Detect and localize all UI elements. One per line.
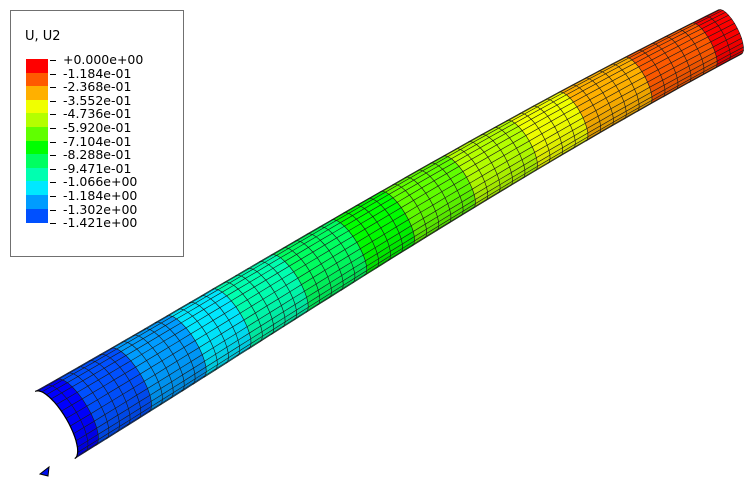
- tube-end-edge: [34, 390, 79, 460]
- legend-tick: [50, 128, 56, 129]
- legend-tick: [50, 60, 56, 61]
- legend-label: -9.471e-01: [63, 160, 132, 176]
- legend-swatch: [26, 59, 48, 74]
- legend-swatch: [26, 208, 48, 223]
- legend-label: -8.288e-01: [63, 147, 132, 163]
- legend-swatch: [26, 195, 48, 210]
- mesh-element: [728, 52, 743, 62]
- tube-end-lip: [38, 465, 50, 477]
- legend-tick: [50, 182, 56, 184]
- legend-label: +0.000e+00: [63, 52, 144, 67]
- legend-swatch: [26, 99, 48, 114]
- legend-swatch: [26, 86, 48, 101]
- legend-tick: [50, 114, 56, 116]
- legend-tick: [50, 155, 56, 157]
- legend-tick: [50, 196, 56, 197]
- legend-label: -1.184e+00: [63, 188, 138, 203]
- legend-tick: [50, 168, 56, 170]
- legend-label: -1.302e+00: [63, 201, 138, 217]
- legend-label: -7.104e-01: [63, 133, 132, 149]
- legend-swatch: [26, 154, 48, 169]
- legend-title: U, U2: [25, 29, 61, 44]
- legend-tick: [50, 223, 56, 225]
- legend-swatch: [26, 113, 48, 128]
- deformed-tube-mesh: [34, 9, 744, 460]
- legend-label: -3.552e-01: [63, 92, 132, 108]
- legend-tick: [50, 100, 56, 102]
- legend-label: -1.066e+00: [63, 174, 138, 190]
- legend-label: -1.421e+00: [63, 215, 138, 231]
- legend-swatch: [26, 181, 48, 196]
- legend-tick: [50, 87, 56, 89]
- legend-label: -1.184e-01: [63, 65, 132, 81]
- legend-swatch: [26, 127, 48, 142]
- legend-tick: [50, 141, 56, 143]
- legend-tick: [50, 73, 56, 75]
- legend-label: -2.368e-01: [63, 79, 132, 95]
- legend-tick: [50, 209, 56, 211]
- legend-label: -4.736e-01: [63, 106, 132, 122]
- legend-swatch: [26, 167, 48, 182]
- contour-legend: U, U2 +0.000e+00 -1.184e-01 -2.368e-01 -3.5…: [10, 10, 184, 257]
- legend-label: -5.920e-01: [63, 120, 132, 135]
- legend-swatch: [26, 72, 48, 87]
- legend-swatch: [26, 140, 48, 155]
